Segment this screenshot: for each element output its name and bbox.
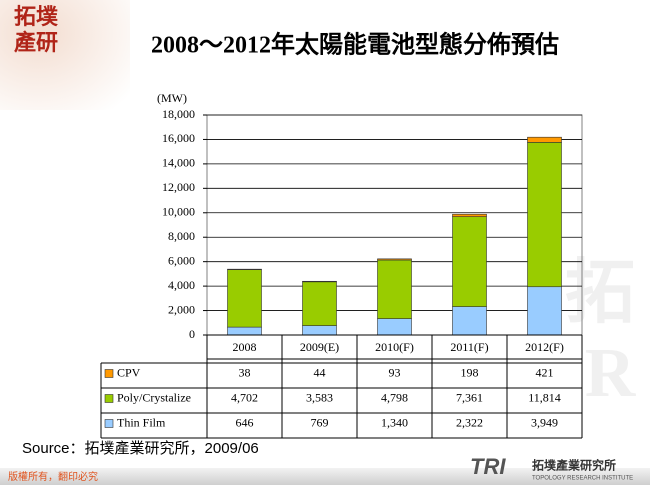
bar-segment [527,286,562,336]
y-tick-label: 14,000 [162,156,195,170]
x-tick-label: 2008 [233,340,257,354]
table-value: 38 [239,365,251,379]
y-axis-label: (MW) [157,91,187,105]
x-tick-label: 2012(F) [525,340,564,354]
watermark: R [585,335,637,412]
table-value: 769 [311,415,329,429]
table-value: 3,583 [306,390,333,404]
bar-segment [377,258,412,261]
legend-swatch [104,369,114,378]
table-value: 1,340 [381,415,408,429]
x-tick-label: 2010(F) [375,340,414,354]
y-tick-label: 4,000 [168,278,195,292]
bar-segment [302,325,337,336]
x-tick-label: 2011(F) [450,340,488,354]
table-value: 44 [314,365,326,379]
brand: TRI [470,454,506,479]
bar-segment [527,142,562,288]
y-tick-label: 18,000 [162,107,195,121]
table-value: 421 [536,365,554,379]
table-value: 4,798 [381,390,408,404]
table-value: 93 [389,365,401,379]
bar-segment [302,281,337,326]
bar-segment [227,326,262,336]
footer-bar [0,468,650,485]
legend-swatch [104,419,114,428]
bar-segment [227,269,262,328]
y-tick-label: 6,000 [168,253,195,267]
bar-segment [302,280,337,283]
x-tick-label: 2009(E) [300,340,339,354]
watermark: 拓 [565,255,635,332]
logo-glow [0,0,130,110]
legend-label: CPV [117,365,141,379]
y-tick-label: 10,000 [162,205,195,219]
table-value: 2,322 [456,415,483,429]
table-value: 4,702 [231,390,258,404]
source: Source：拓墣產業研究所，2009/06 [22,440,259,457]
y-tick-label: 2,000 [168,302,195,316]
table-value: 3,949 [531,415,558,429]
institute-en: TOPOLOGY RESEARCH INSTITUTE [532,476,633,482]
institute: 拓墣產業研究所 [532,458,616,473]
logo-text: 產研 [14,30,58,56]
legend-label: Poly/Crystalize [117,390,191,404]
legend-swatch [104,394,114,403]
bar-segment [377,259,412,319]
legend-label: Thin Film [117,415,166,429]
bar-segment [452,306,487,336]
bar-segment [377,318,412,336]
table-value: 646 [236,415,254,429]
bar-segment [452,216,487,307]
copyright: 版權所有，翻印必究 [8,470,98,483]
y-tick-label: 0 [189,327,195,341]
y-tick-label: 12,000 [162,180,195,194]
bar-segment [452,213,487,217]
logo-text: 拓墣 [14,5,58,30]
table-value: 7,361 [456,390,483,404]
chart-title: 2008～2012年太陽能電池型態分佈預估 [151,31,559,59]
table-value: 198 [461,365,479,379]
y-tick-label: 16,000 [162,131,195,145]
table-value: 11,814 [528,390,561,404]
y-tick-label: 8,000 [168,229,195,243]
bar-segment [527,136,562,143]
